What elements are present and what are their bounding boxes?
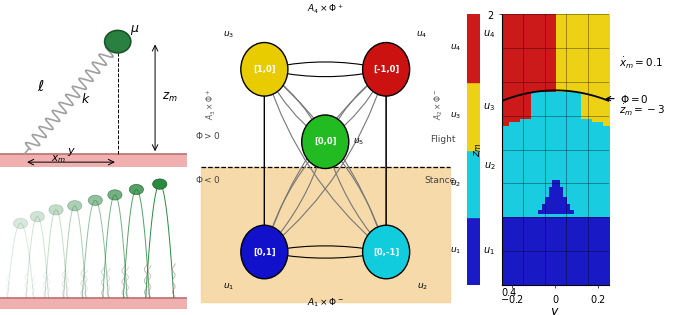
Circle shape [302, 115, 349, 169]
Text: $A_4 \times \Phi^+$: $A_4 \times \Phi^+$ [307, 3, 344, 16]
Text: $z_m$: $z_m$ [162, 91, 178, 104]
Text: [0,1]: [0,1] [253, 248, 275, 256]
Text: $u_1$: $u_1$ [484, 245, 495, 257]
Text: $u_2$: $u_2$ [484, 161, 495, 172]
Bar [467, 217, 480, 285]
Text: $\mu$: $\mu$ [129, 23, 139, 37]
Text: $u_3$: $u_3$ [223, 29, 234, 40]
Bar [467, 150, 480, 217]
Text: $u_4$: $u_4$ [483, 29, 495, 40]
Text: [0,0]: [0,0] [314, 137, 336, 146]
Text: [-1,0]: [-1,0] [373, 65, 399, 74]
Text: $u_1$: $u_1$ [223, 281, 234, 292]
Text: $u_2$: $u_2$ [417, 281, 428, 292]
Y-axis label: $z_m$: $z_m$ [472, 142, 484, 157]
Text: $y$: $y$ [66, 146, 75, 158]
Text: $\Phi < 0$: $\Phi < 0$ [195, 174, 220, 185]
Text: $x_m$: $x_m$ [51, 153, 66, 165]
Circle shape [108, 190, 122, 200]
Text: 0.4: 0.4 [502, 289, 517, 298]
Text: Stance: Stance [424, 176, 455, 185]
Circle shape [68, 201, 82, 211]
Text: $u_5$: $u_5$ [353, 136, 364, 147]
Bar [201, 167, 450, 302]
Text: $A_1 \times \Phi^-$: $A_1 \times \Phi^-$ [307, 296, 344, 309]
Text: $\dot{z}_m = -3$: $\dot{z}_m = -3$ [619, 103, 666, 118]
Circle shape [104, 31, 131, 53]
Text: $k$: $k$ [81, 93, 91, 106]
Text: $u_3$: $u_3$ [483, 101, 495, 113]
Circle shape [129, 184, 143, 195]
Text: $\dot{x}_m = 0.1$: $\dot{x}_m = 0.1$ [619, 55, 664, 71]
Text: $u_4$: $u_4$ [450, 43, 461, 53]
Bar [467, 14, 480, 82]
Circle shape [49, 205, 63, 215]
Circle shape [363, 225, 410, 279]
Text: $u_3$: $u_3$ [450, 111, 461, 121]
Text: [1,0]: [1,0] [253, 65, 275, 74]
Bar [467, 82, 480, 150]
Bar [0, 154, 187, 167]
X-axis label: $y$: $y$ [550, 306, 561, 315]
Circle shape [30, 211, 44, 222]
Text: $A_2 \times \Phi^-$: $A_2 \times \Phi^-$ [432, 88, 445, 120]
Circle shape [241, 225, 288, 279]
Circle shape [363, 43, 410, 96]
Text: $u_4$: $u_4$ [417, 29, 428, 40]
Text: [0,-1]: [0,-1] [373, 248, 399, 256]
Text: $u_2$: $u_2$ [450, 178, 461, 189]
Text: $\ell$: $\ell$ [37, 79, 45, 94]
Circle shape [13, 218, 28, 228]
Text: $\Phi = 0$: $\Phi = 0$ [607, 93, 648, 105]
Circle shape [241, 43, 288, 96]
Text: $A_3 \times \Phi^+$: $A_3 \times \Phi^+$ [205, 88, 219, 120]
Circle shape [88, 195, 102, 205]
Text: $\Phi > 0$: $\Phi > 0$ [195, 129, 220, 140]
Text: Flight: Flight [430, 135, 455, 144]
Bar [0, 298, 187, 309]
Text: $u_1$: $u_1$ [450, 246, 461, 256]
Circle shape [153, 179, 167, 189]
